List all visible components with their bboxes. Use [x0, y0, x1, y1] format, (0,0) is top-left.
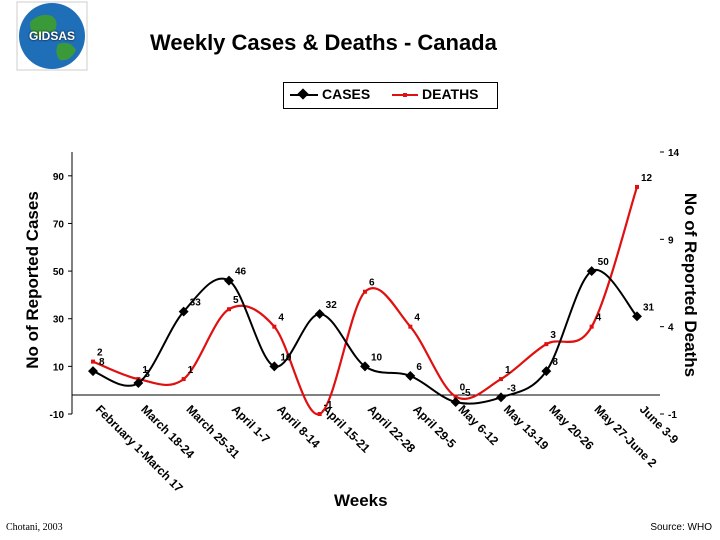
- right-tick-label: 9: [668, 235, 674, 246]
- deaths-data-label: 0: [460, 383, 466, 394]
- x-tick-label: April 8-14: [274, 402, 323, 451]
- cases-point: [632, 311, 642, 322]
- legend-deaths-label: DEATHS: [422, 86, 479, 102]
- x-tick-label: May 13-19: [501, 402, 552, 453]
- deaths-data-label: -1: [324, 400, 333, 411]
- cases-data-label: 46: [235, 267, 247, 278]
- deaths-point: [227, 307, 231, 312]
- deaths-data-label: 4: [414, 313, 420, 324]
- legend-deaths-marker: [403, 93, 407, 97]
- cases-point: [88, 366, 98, 377]
- cases-point: [224, 275, 234, 286]
- cases-data-label: 50: [598, 257, 610, 268]
- x-tick-label: May 20-26: [546, 402, 597, 453]
- legend: CASES DEATHS: [283, 82, 498, 109]
- deaths-data-label: 4: [596, 313, 602, 324]
- footer-credit: Chotani, 2003: [6, 522, 63, 533]
- legend-cases-label: CASES: [322, 86, 371, 102]
- cases-point: [133, 378, 144, 388]
- cases-data-label: 31: [643, 302, 655, 313]
- legend-cases-marker: [297, 88, 309, 100]
- cases-point: [450, 397, 461, 408]
- deaths-data-label: 1: [505, 365, 511, 376]
- gidsas-logo: GIDSAS: [17, 2, 87, 70]
- deaths-point: [544, 342, 549, 347]
- cases-point: [405, 370, 416, 381]
- logo: [16, 1, 88, 71]
- cases-data-label: 10: [280, 352, 292, 363]
- deaths-data-label: 3: [550, 330, 556, 341]
- cases-data-label: -3: [507, 383, 516, 394]
- deaths-point: [453, 394, 458, 399]
- cases-data-label: 10: [371, 352, 383, 363]
- left-tick-label: 10: [53, 362, 65, 373]
- x-tick-label: April 1-7: [229, 402, 273, 446]
- right-tick-label: 14: [668, 148, 680, 159]
- cases-point: [269, 361, 280, 372]
- x-tick-label: February 1-March 17: [93, 402, 186, 495]
- cases-data-label: 8: [552, 357, 558, 368]
- deaths-data-label: 6: [369, 278, 375, 289]
- left-axis-ticks: -10 10 30 50 70 90: [50, 172, 72, 421]
- x-axis-title: Weeks: [334, 491, 388, 510]
- left-tick-label: -10: [50, 410, 65, 421]
- cases-point: [178, 306, 189, 317]
- y-axis-label-right: No of Reported Deaths: [681, 193, 700, 377]
- cases-data-label: 6: [416, 362, 422, 373]
- deaths-point: [363, 289, 367, 294]
- deaths-point: [589, 324, 594, 329]
- cases-point: [496, 392, 506, 403]
- footer-source: Source: WHO: [650, 522, 712, 533]
- deaths-point: [499, 377, 503, 382]
- deaths-data-label: 5: [233, 295, 239, 306]
- left-tick-label: 70: [53, 219, 65, 230]
- cases-data-label: 32: [326, 300, 338, 311]
- deaths-line: [92, 186, 639, 416]
- deaths-point: [317, 412, 322, 416]
- deaths-point: [635, 184, 639, 189]
- left-tick-label: 90: [53, 172, 65, 183]
- cases-point: [360, 361, 370, 372]
- x-tick-label: April 22-28: [365, 402, 419, 456]
- deaths-data-label: 4: [278, 313, 284, 324]
- logo-text: GIDSAS: [28, 29, 75, 43]
- deaths-data-label: 12: [641, 173, 653, 184]
- cases-data-label: 8: [99, 357, 105, 368]
- deaths-point: [181, 377, 186, 382]
- deaths-data-label: 1: [188, 365, 194, 376]
- deaths-data-label: 2: [97, 348, 103, 359]
- deaths-point: [272, 324, 277, 329]
- chart-title: Weekly Cases & Deaths - Canada: [150, 30, 497, 55]
- cases-point: [314, 309, 325, 319]
- left-tick-label: 30: [53, 315, 65, 326]
- cases-point: [586, 266, 597, 277]
- cases-point: [541, 366, 552, 377]
- right-tick-label: -1: [668, 410, 677, 421]
- cases-data-label: 3: [144, 369, 150, 380]
- right-axis-ticks: -1 4 9 14: [660, 148, 680, 421]
- y-axis-label-left: No of Reported Cases: [23, 191, 42, 369]
- x-tick-label: May 6-12: [456, 402, 502, 448]
- deaths-point: [91, 359, 95, 364]
- deaths-point: [408, 324, 413, 329]
- cases-data-label: -5: [462, 388, 471, 399]
- left-tick-label: 50: [53, 267, 65, 278]
- x-tick-label: June 3-9: [637, 402, 682, 447]
- right-tick-label: 4: [668, 323, 674, 334]
- cases-data-label: 33: [190, 298, 202, 309]
- deaths-data-label: 1: [142, 365, 148, 376]
